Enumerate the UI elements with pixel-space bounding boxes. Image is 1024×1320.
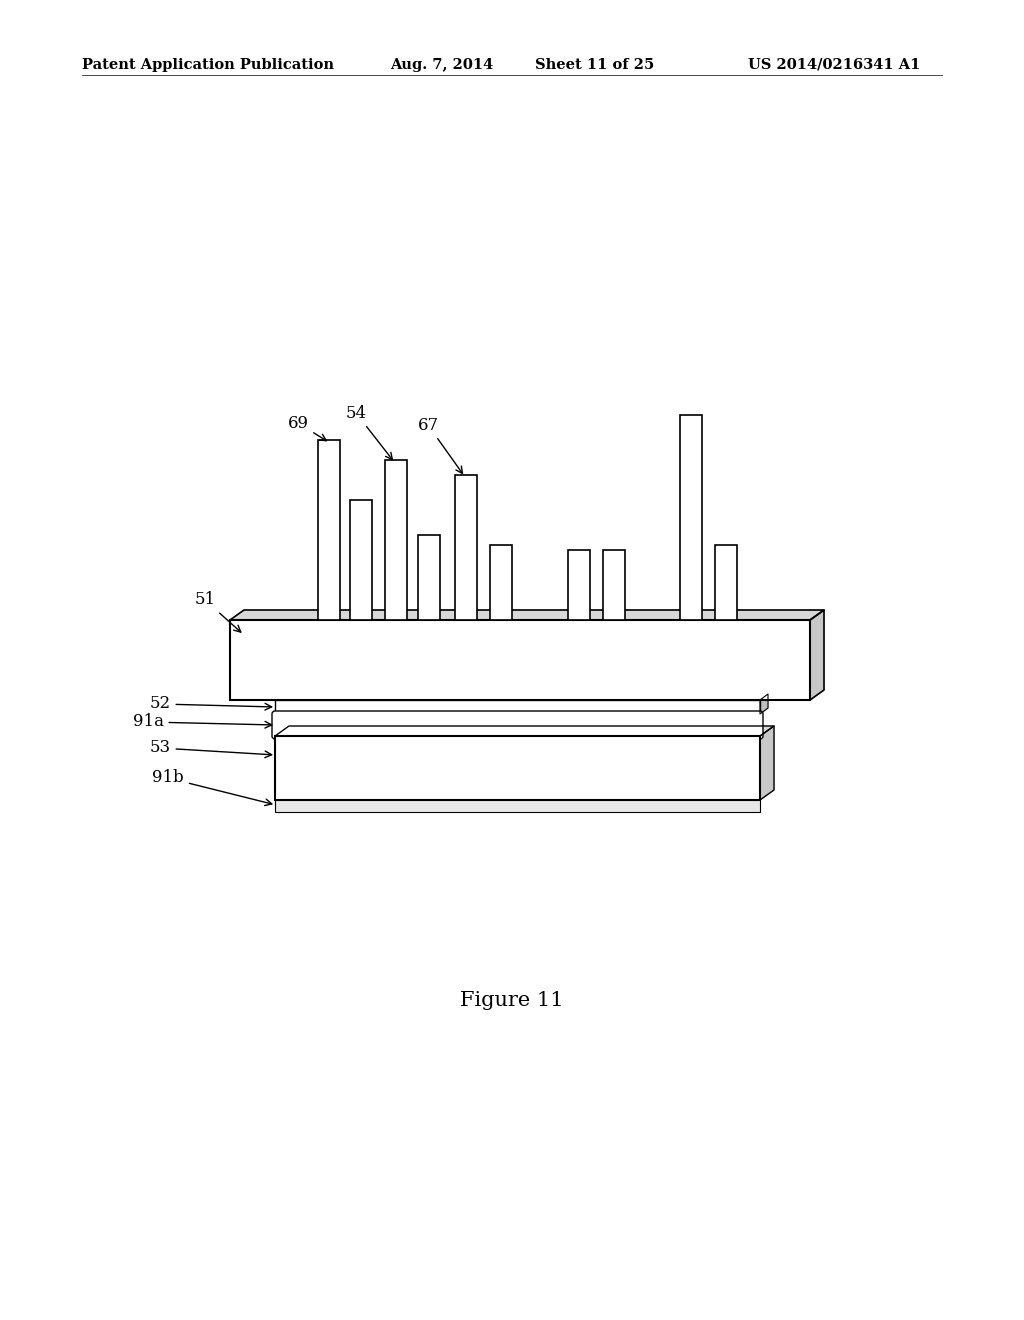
- Polygon shape: [810, 610, 824, 700]
- Text: US 2014/0216341 A1: US 2014/0216341 A1: [748, 58, 921, 73]
- Bar: [455, 475, 477, 620]
- Bar: [715, 545, 737, 620]
- Bar: [350, 500, 372, 620]
- Polygon shape: [275, 726, 774, 737]
- Text: 54: 54: [345, 404, 392, 459]
- Text: Figure 11: Figure 11: [460, 990, 564, 1010]
- Bar: [275, 800, 760, 812]
- Text: 91b: 91b: [153, 770, 271, 805]
- Polygon shape: [760, 726, 774, 800]
- Text: 67: 67: [418, 417, 463, 474]
- Bar: [318, 440, 340, 620]
- Text: 51: 51: [195, 591, 241, 632]
- Polygon shape: [230, 610, 824, 620]
- Bar: [490, 545, 512, 620]
- Bar: [275, 737, 760, 800]
- Text: Aug. 7, 2014: Aug. 7, 2014: [390, 58, 494, 73]
- Bar: [603, 550, 625, 620]
- Bar: [680, 414, 702, 620]
- Bar: [568, 550, 590, 620]
- Text: 69: 69: [288, 414, 327, 441]
- FancyBboxPatch shape: [272, 711, 763, 739]
- Bar: [385, 459, 407, 620]
- Polygon shape: [760, 694, 768, 714]
- Text: 53: 53: [150, 739, 271, 758]
- Bar: [230, 620, 810, 700]
- Bar: [418, 535, 440, 620]
- Text: Sheet 11 of 25: Sheet 11 of 25: [535, 58, 654, 73]
- Text: 91a: 91a: [132, 714, 271, 730]
- Bar: [275, 700, 760, 714]
- Text: Patent Application Publication: Patent Application Publication: [82, 58, 334, 73]
- Text: 52: 52: [150, 696, 271, 713]
